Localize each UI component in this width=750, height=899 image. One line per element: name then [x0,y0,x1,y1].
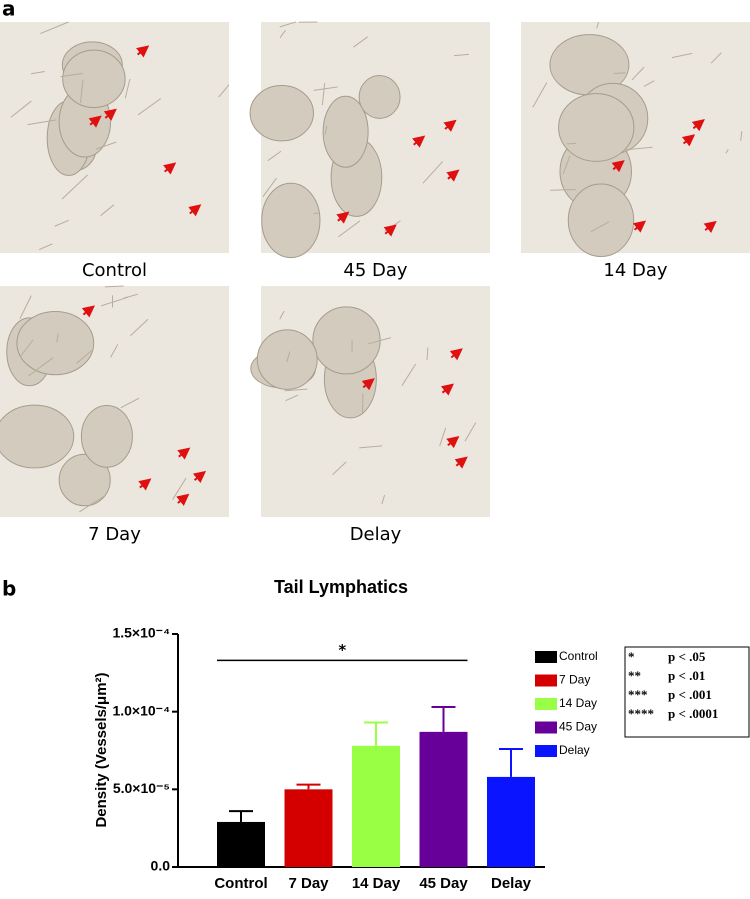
y-tick-label: 5.0×10⁻⁵ [113,780,170,796]
bar [352,746,400,867]
bar [285,789,333,867]
fiber [567,143,576,144]
image-caption: 14 Day [603,260,668,281]
panel-label: b [2,577,16,601]
image-caption: 45 Day [343,260,408,281]
tissue [63,50,125,107]
panel-label: a [2,0,16,21]
image-caption: Control [82,260,147,281]
bar [217,822,265,867]
pvalue-text: p < .05 [668,649,706,664]
chart-title: Tail Lymphatics [274,577,408,597]
legend-swatch [535,722,557,734]
legend-swatch [535,745,557,757]
significance-label: * [338,641,346,659]
tissue [568,184,633,256]
image-caption: 7 Day [88,524,141,545]
legend-label: 7 Day [559,673,590,687]
image-caption: Delay [350,524,402,545]
legend-swatch [535,675,557,687]
x-tick-label: 14 Day [352,875,401,892]
bar [487,777,535,867]
tissue [559,94,634,162]
pvalue-text: p < .001 [668,687,712,702]
y-tick-label: 1.5×10⁻⁴ [112,625,170,641]
legend-label: 45 Day [559,720,597,734]
micrograph [261,286,490,517]
pvalue-text: p < .01 [668,668,705,683]
pvalue-text: p < .0001 [668,706,718,721]
tissue [313,307,380,374]
x-tick-label: Delay [491,875,532,892]
tissue [17,311,94,374]
pvalue-stars: ** [628,668,641,683]
chart: Tail Lymphatics Density (Vessels/μm²) 0.… [93,577,749,892]
pvalue-stars: **** [628,706,654,721]
tissue [262,183,320,257]
y-axis-label: Density (Vessels/μm²) [93,672,110,827]
legend-label: Control [559,649,598,663]
y-tick-label: 1.0×10⁻⁴ [112,702,170,718]
fiber [362,393,363,413]
tissue [250,85,313,140]
x-tick-label: Control [214,875,267,892]
legend-label: 14 Day [559,696,597,710]
x-tick-label: 7 Day [288,875,329,892]
legend-swatch [535,651,557,663]
bar [420,732,468,867]
pvalue-stars: *** [628,687,648,702]
legend-swatch [535,698,557,710]
legend-label: Delay [559,743,590,757]
pvalue-stars: * [628,649,635,664]
tissue [359,76,400,119]
x-tick-label: 45 Day [419,875,468,892]
tissue [81,405,132,467]
micrographs: Control 45 Day 14 Day 7 Day Delay [0,22,750,545]
y-tick-label: 0.0 [151,858,171,874]
tissue [0,405,74,468]
